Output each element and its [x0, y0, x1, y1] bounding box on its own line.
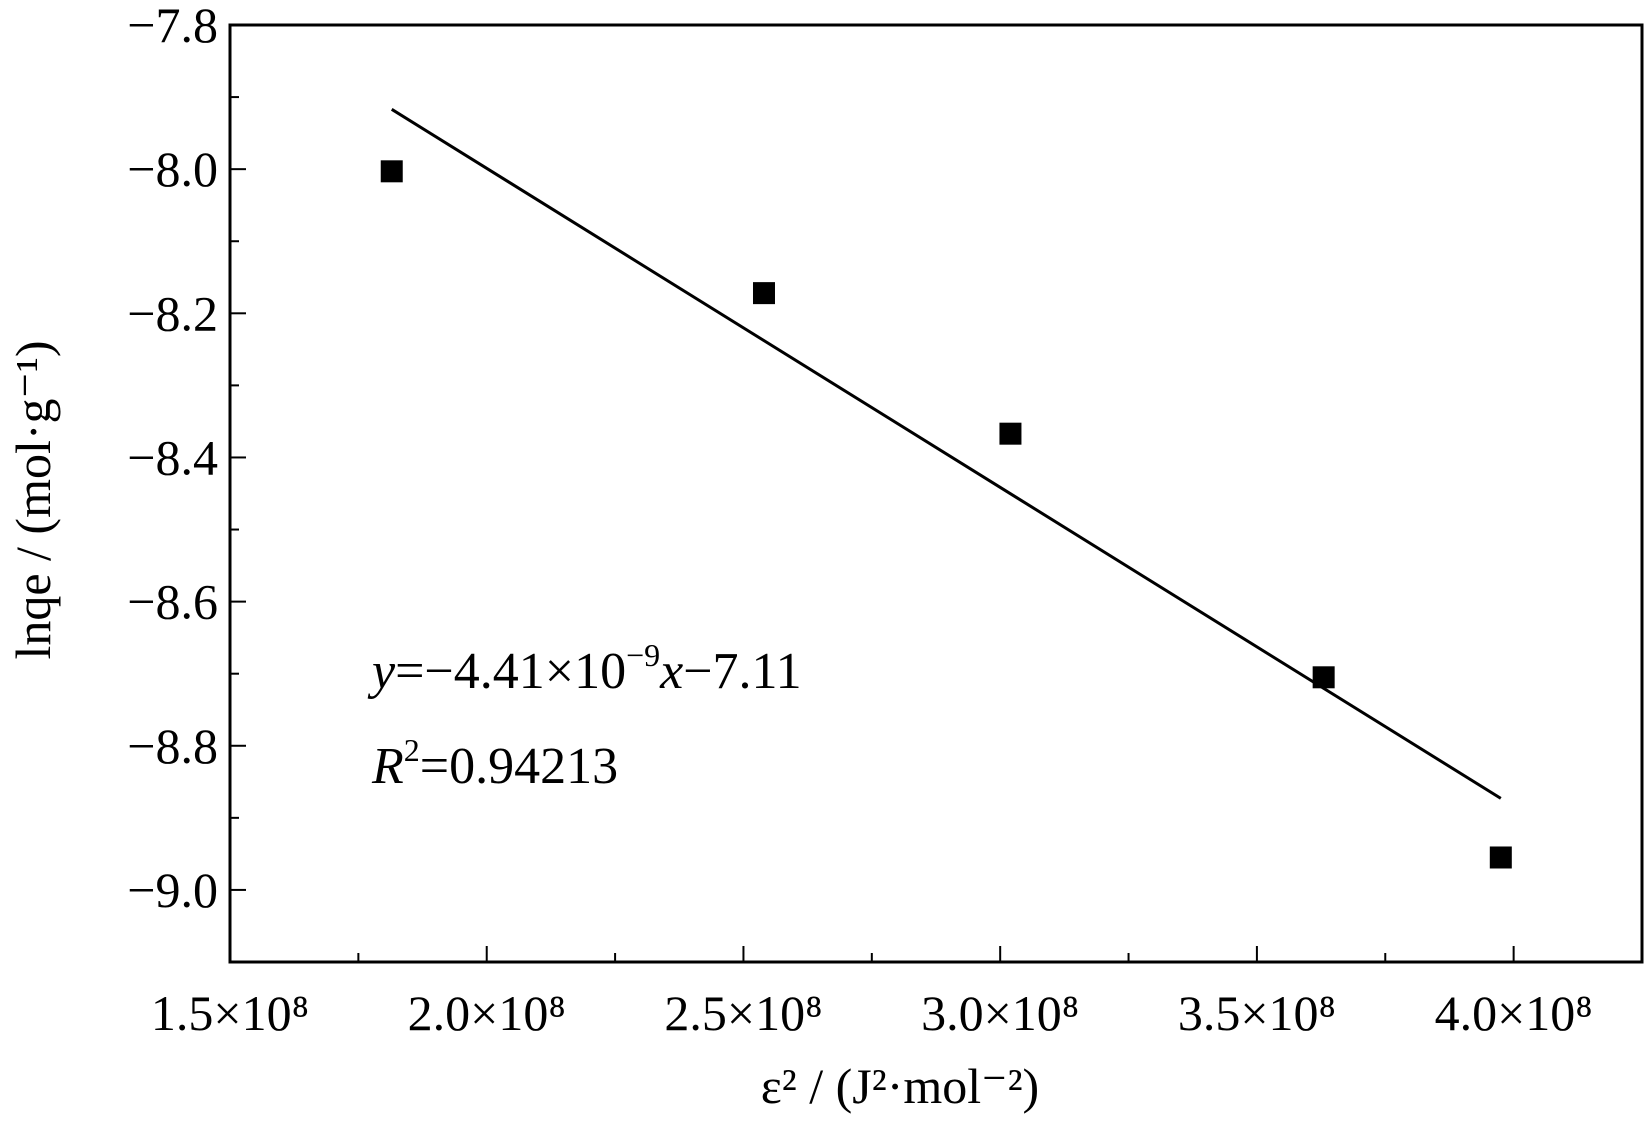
axes	[228, 23, 1644, 964]
y-tick-label: −8.0	[127, 141, 218, 197]
r-squared: R2=0.94213	[371, 732, 618, 795]
data-point	[380, 160, 403, 183]
y-tick-label: −7.8	[127, 0, 218, 53]
y-tick-label: −8.2	[127, 285, 218, 341]
x-axis-ticks: 1.5×10⁸ 2.0×10⁸ 2.5×10⁸ 3.0×10⁸ 3.5×10⁸ 4.0×1…	[151, 946, 1593, 1041]
y-axis-title: lnqe / (mol·g⁻¹)	[5, 340, 61, 659]
data-point	[1312, 666, 1335, 689]
data-point	[999, 422, 1022, 445]
x-tick-label: 2.5×10⁸	[664, 985, 822, 1041]
x-tick-label: 2.0×10⁸	[408, 985, 566, 1041]
x-axis-title: ε² / (J²·mol⁻²)	[761, 1058, 1039, 1114]
y-tick-label: −8.6	[127, 574, 218, 630]
x-tick-label: 1.5×10⁸	[151, 985, 309, 1041]
y-axis-ticks: −7.8 −8.0 −8.2 −8.4 −8.6 −8.8 −9.0	[127, 0, 246, 918]
data-points	[380, 160, 1512, 869]
y-tick-label: −8.8	[127, 718, 218, 774]
fit-equation: y=−4.41×10−9x−7.11	[367, 637, 802, 700]
x-tick-label: 3.5×10⁸	[1178, 985, 1336, 1041]
data-point	[1489, 846, 1512, 869]
y-tick-label: −8.4	[127, 429, 218, 485]
x-tick-label: 4.0×10⁸	[1435, 985, 1593, 1041]
data-point	[752, 282, 775, 305]
x-tick-label: 3.0×10⁸	[921, 985, 1079, 1041]
plot-frame	[228, 23, 1644, 964]
y-tick-label: −9.0	[127, 862, 218, 918]
